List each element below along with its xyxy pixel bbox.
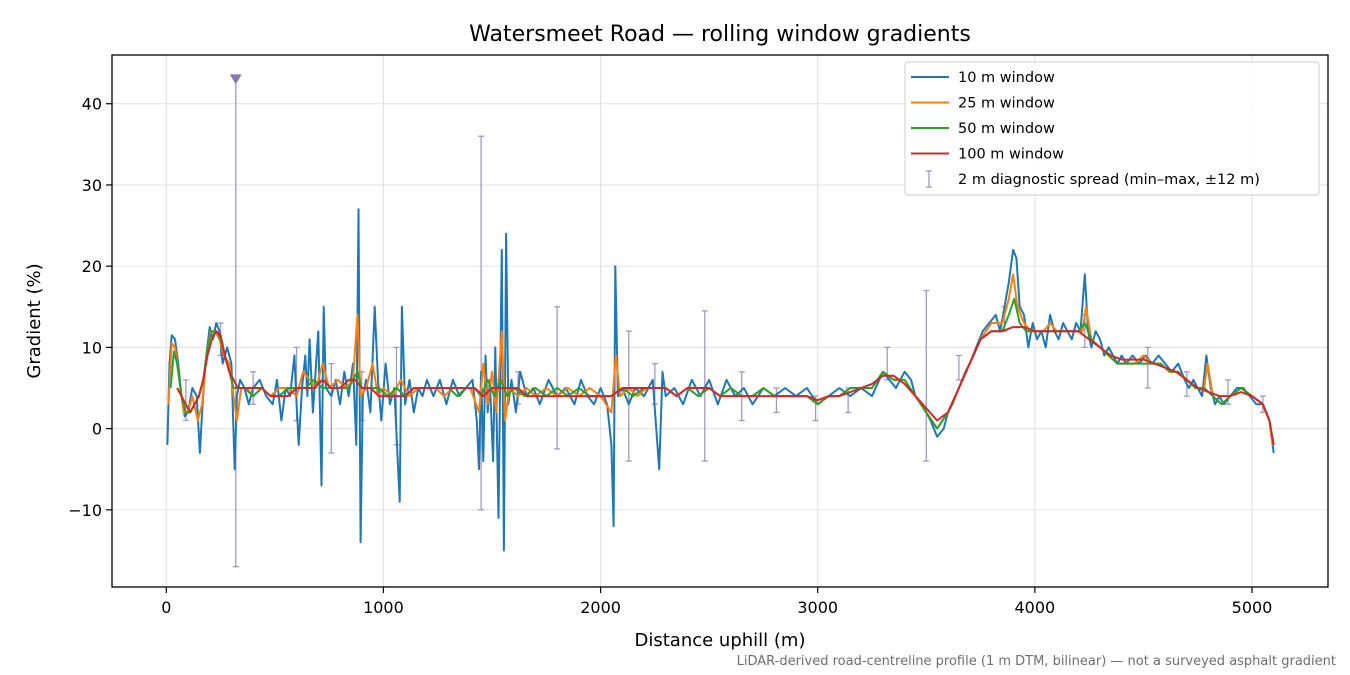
error-bar bbox=[773, 387, 780, 414]
legend-label: 10 m window bbox=[958, 70, 1055, 86]
x-tick-label: 5000 bbox=[1232, 598, 1273, 617]
series-line-4 bbox=[176, 326, 1275, 446]
legend-entry: 25 m window bbox=[911, 96, 1055, 112]
chart-title: Watersmeet Road — rolling window gradien… bbox=[469, 22, 971, 47]
y-tick-label: 0 bbox=[92, 420, 102, 439]
y-tick-label: 30 bbox=[82, 176, 102, 195]
y-tick-label: −10 bbox=[68, 501, 102, 520]
legend-label: 100 m window bbox=[958, 147, 1064, 163]
legend-label: 50 m window bbox=[958, 121, 1055, 137]
x-tick-label: 2000 bbox=[580, 598, 621, 617]
error-bar bbox=[955, 354, 962, 381]
x-tick-label: 1000 bbox=[363, 598, 404, 617]
error-bar bbox=[625, 330, 632, 462]
legend-label: 2 m diagnostic spread (min–max, ±12 m) bbox=[958, 172, 1260, 188]
x-tick-label: 3000 bbox=[797, 598, 838, 617]
x-axis-label: Distance uphill (m) bbox=[635, 630, 806, 651]
legend: 10 m window 25 m window 50 m window 100 m w… bbox=[904, 61, 1320, 196]
legend-entry: 10 m window bbox=[911, 70, 1055, 86]
legend-entry: 100 m window bbox=[911, 147, 1064, 163]
y-tick-label: 40 bbox=[82, 95, 102, 114]
footnote: LiDAR-derived road-centreline profile (1… bbox=[737, 654, 1336, 669]
y-axis-label: Gradient (%) bbox=[24, 263, 45, 378]
outlier-marker bbox=[229, 74, 242, 85]
error-bar bbox=[1144, 346, 1151, 389]
plot-area bbox=[166, 74, 1275, 568]
legend-box bbox=[904, 61, 1320, 196]
error-bar bbox=[554, 306, 561, 450]
x-tick-label: 4000 bbox=[1014, 598, 1055, 617]
legend-entry: 2 m diagnostic spread (min–max, ±12 m) bbox=[926, 170, 1260, 188]
axis-ticks: 0 1000 2000 3000 4000 5000 −10 0 10 20 30 40 bbox=[68, 95, 1272, 617]
y-tick-label: 20 bbox=[82, 257, 102, 276]
error-bar bbox=[923, 289, 930, 462]
x-tick-label: 0 bbox=[161, 598, 171, 617]
legend-entry: 50 m window bbox=[911, 121, 1055, 137]
y-tick-label: 10 bbox=[82, 338, 102, 357]
series-line-1 bbox=[166, 208, 1275, 552]
legend-label: 25 m window bbox=[958, 96, 1055, 112]
error-bar bbox=[478, 135, 485, 511]
error-bar bbox=[328, 362, 335, 454]
axes-frame bbox=[111, 54, 1329, 588]
